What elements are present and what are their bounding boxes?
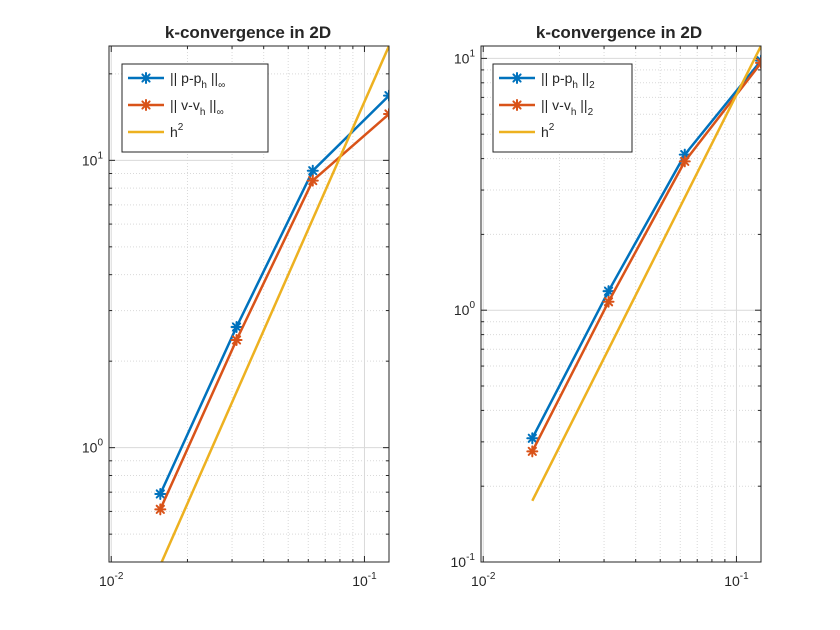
right-legend: || p-ph ||2 || v-vh ||2 h2 xyxy=(492,63,633,153)
left-y-tick-label: 100 xyxy=(82,438,104,456)
left-series-1-point xyxy=(154,487,167,500)
right-series-2-point xyxy=(526,445,539,458)
right-legend-label-3: h2 xyxy=(541,122,555,140)
right-y-tick-label: 10-1 xyxy=(451,552,476,570)
left-legend-label-2: || v-vh ||∞ xyxy=(170,97,224,118)
left-series-1-point xyxy=(383,89,389,102)
left-legend: || p-ph ||∞ || v-vh ||∞ h2 xyxy=(121,63,269,153)
left-legend-marker-1 xyxy=(140,72,152,84)
right-series-2-point xyxy=(678,155,691,168)
left-series-1-point xyxy=(230,320,243,333)
right-legend-marker-2 xyxy=(511,99,523,111)
left-legend-label-3: h2 xyxy=(170,122,184,140)
right-axes-box xyxy=(480,45,762,563)
left-x-tick-label: 10-2 xyxy=(99,571,124,589)
right-chart-title: k-convergence in 2D xyxy=(536,23,702,42)
right-series-line-2 xyxy=(531,62,761,452)
left-legend-label-1: || p-ph ||∞ xyxy=(170,70,225,91)
left-series-line-3 xyxy=(160,46,389,562)
right-legend-marker-1 xyxy=(511,72,523,84)
right-y-tick-label: 101 xyxy=(454,48,476,66)
left-x-tick-label: 10-1 xyxy=(352,571,377,589)
right-series-1-point xyxy=(526,432,539,445)
right-x-tick-label: 10-2 xyxy=(471,571,496,589)
right-y-tick-label: 100 xyxy=(454,300,476,318)
right-series-line-1 xyxy=(531,59,761,439)
right-series-group xyxy=(526,46,761,502)
left-y-tick-label: 101 xyxy=(82,150,104,168)
left-chart-title: k-convergence in 2D xyxy=(165,23,331,42)
left-series-2-point xyxy=(230,333,243,346)
left-series-1-point xyxy=(306,164,319,177)
left-axes-box xyxy=(108,45,390,563)
left-series-2-point xyxy=(306,174,319,187)
left-series-2-point xyxy=(383,107,389,120)
right-grid xyxy=(481,46,761,563)
left-chart-panel: 10-2 10-1 100 101 || p-ph ||∞ || v-vh ||∞ h2 k-… xyxy=(82,23,390,589)
right-legend-label-1: || p-ph ||2 xyxy=(541,70,595,91)
right-series-line-3 xyxy=(531,46,761,502)
right-series-1-point xyxy=(602,285,615,298)
left-series-line-2 xyxy=(159,113,389,510)
left-series-2-point xyxy=(154,503,167,516)
right-series-2-point xyxy=(602,295,615,308)
left-grid xyxy=(109,46,389,563)
right-x-tick-label: 10-1 xyxy=(724,571,749,589)
right-series-2-point xyxy=(755,56,761,69)
left-series-group xyxy=(154,46,389,562)
left-legend-marker-2 xyxy=(140,99,152,111)
right-legend-label-2: || v-vh ||2 xyxy=(541,97,594,118)
